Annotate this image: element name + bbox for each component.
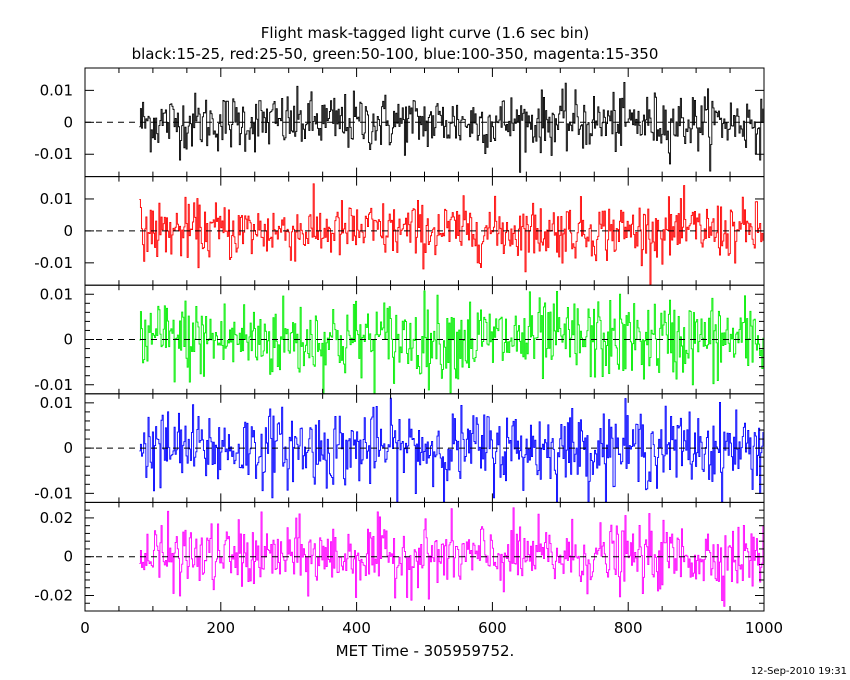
x-tick-label: 600 — [478, 619, 507, 637]
chart-subtitle: black:15-25, red:25-50, green:50-100, bl… — [132, 45, 659, 63]
y-tick-label: 0.01 — [40, 394, 73, 412]
x-axis-label: MET Time - 305959752. — [336, 642, 515, 660]
panel-50-100: 0.01 0 -0.01 — [34, 284, 765, 395]
timestamp: 12-Sep-2010 19:31 — [751, 666, 847, 677]
x-tick-label: 200 — [206, 619, 235, 637]
y-tick-label: 0.01 — [40, 285, 73, 303]
series-line-50-100 — [139, 290, 764, 394]
y-tick-label: 0.02 — [40, 509, 73, 527]
y-tick-label: 0 — [63, 548, 73, 566]
series-line-15-350 — [139, 507, 764, 607]
y-tick-label: -0.01 — [34, 376, 73, 394]
chart-title: Flight mask-tagged light curve (1.6 sec … — [261, 24, 589, 42]
series-line-15-25 — [139, 81, 764, 173]
series-line-25-50 — [139, 183, 764, 286]
y-tick-label: -0.01 — [34, 145, 73, 163]
y-tick-label: 0.01 — [40, 81, 73, 99]
x-tick-label: 1000 — [745, 619, 783, 637]
x-tick-label: 800 — [614, 619, 643, 637]
y-tick-label: 0.01 — [40, 190, 73, 208]
y-tick-label: 0 — [63, 222, 73, 240]
y-tick-label: 0 — [63, 439, 73, 457]
panel-15-25: 0.01 0 -0.01 — [34, 67, 765, 178]
panel-15-350: 0.02 0 -0.02 — [34, 501, 765, 612]
x-tick-label: 400 — [342, 619, 371, 637]
y-tick-label: 0 — [63, 113, 73, 131]
series-line-100-350 — [139, 397, 764, 503]
y-tick-label: -0.01 — [34, 484, 73, 502]
y-tick-label: 0 — [63, 331, 73, 349]
y-tick-label: -0.01 — [34, 254, 73, 272]
panel-100-350: 0.01 0 -0.01 — [34, 393, 765, 503]
panels: 0.010-0.010.010-0.010.010-0.010.010-0.01… — [34, 67, 765, 612]
x-tick-label: 0 — [80, 619, 90, 637]
panel-25-50: 0.01 0 -0.01 — [34, 176, 765, 286]
x-axis: 0 200 400 600 800 1000 — [80, 619, 783, 637]
y-tick-label: -0.02 — [34, 586, 73, 604]
